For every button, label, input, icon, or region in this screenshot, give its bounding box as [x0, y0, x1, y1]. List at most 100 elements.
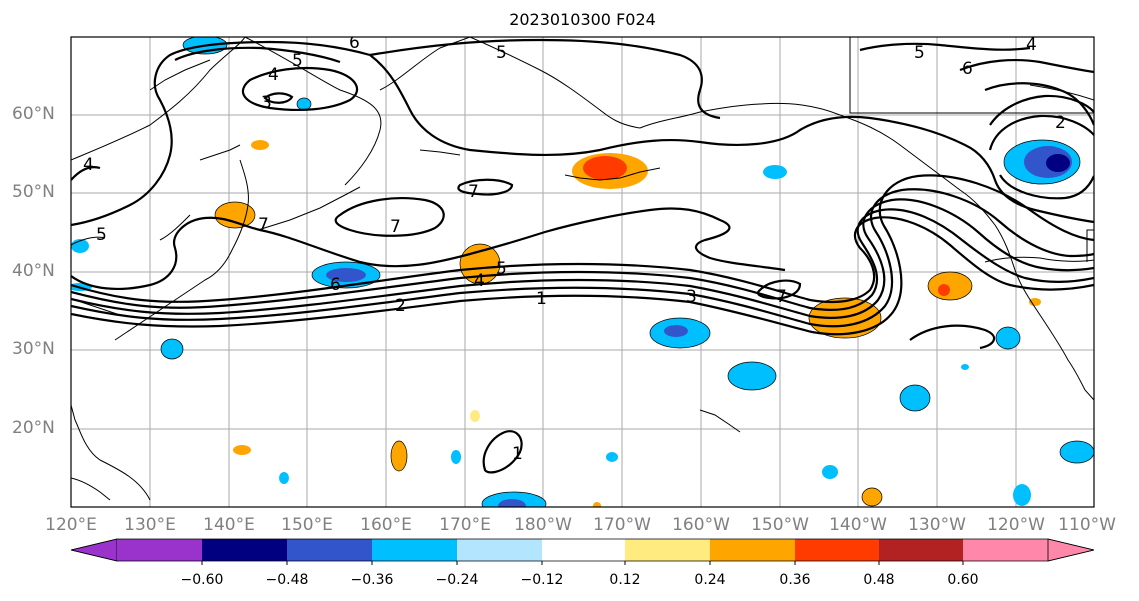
contour-label: 6 [962, 59, 973, 79]
positive-anomaly-area [938, 284, 950, 296]
contour-lines [71, 38, 1094, 474]
colorbar-segment [795, 539, 879, 561]
lon-label: 120°W [987, 515, 1045, 535]
lon-label: 140°W [829, 515, 887, 535]
contour-line [909, 324, 996, 350]
contour-label: 5 [292, 51, 303, 71]
negative-anomaly-area [498, 499, 526, 507]
colorbar-segment [202, 539, 287, 561]
contour-line [334, 197, 445, 237]
lon-label: 160°E [360, 515, 412, 535]
positive-anomaly-area [583, 156, 627, 180]
contour-line [71, 207, 786, 290]
negative-anomaly-area [606, 452, 618, 462]
positive-anomaly-area [251, 140, 269, 150]
lon-label: 120°E [45, 515, 97, 535]
colorbar-tick-label: −0.48 [265, 572, 309, 588]
colorbar-segment [457, 539, 542, 561]
lat-label: 40°N [12, 261, 55, 281]
contour-line [369, 38, 721, 120]
shaded-anomaly-areas [71, 37, 1094, 507]
colorbar-tick-label: 0.48 [863, 572, 895, 588]
colorbar-min-extension [70, 538, 118, 562]
contour-line [263, 92, 294, 104]
contour-label: 2 [395, 296, 406, 316]
contour-label: 1 [536, 289, 547, 309]
colorbar [70, 538, 1095, 565]
contour-labels: 6 5 4 3 5 6 4 5 2 4 5 7 7 7 6 2 4 5 1 3 … [83, 33, 1066, 464]
negative-anomaly-area [822, 465, 838, 479]
contour-label: 3 [261, 93, 272, 113]
colorbar-tick-label: −0.24 [435, 572, 479, 588]
negative-anomaly-area [899, 384, 931, 412]
contour-label: 4 [83, 155, 94, 175]
colorbar-segment [879, 539, 963, 561]
contour-label: 3 [686, 287, 697, 307]
contour-line [999, 174, 1094, 200]
lat-label: 50°N [12, 182, 55, 202]
positive-anomaly-area [233, 445, 251, 455]
colorbar-tick-label: −0.60 [180, 572, 224, 588]
contour-label: 6 [349, 33, 360, 53]
contour-line [859, 42, 1031, 52]
negative-anomaly-area [279, 472, 289, 484]
contour-line [242, 66, 358, 112]
colorbar-tick-label: −0.36 [350, 572, 394, 588]
contour-line [756, 279, 802, 300]
contour-line [174, 46, 341, 64]
lon-label: 160°W [672, 515, 730, 535]
map-title: 2023010300 F024 [509, 10, 656, 29]
contour-line [482, 430, 523, 474]
contour-label: 7 [390, 217, 401, 237]
coastlines [71, 37, 1094, 501]
negative-anomaly-area [451, 450, 461, 464]
negative-anomaly-area [664, 325, 688, 337]
contour-label: 5 [96, 225, 107, 245]
contour-label: 7 [258, 215, 269, 235]
contour-label: 5 [914, 43, 925, 63]
negative-anomaly-area [160, 338, 184, 360]
lon-label: 150°W [751, 515, 809, 535]
contour-label: 4 [1026, 35, 1037, 55]
positive-anomaly-area [593, 502, 601, 507]
colorbar-outline [70, 538, 1095, 562]
contour-line [959, 58, 1094, 74]
contour-line [71, 40, 371, 227]
colorbar-segment [963, 539, 1048, 561]
contour-label: 4 [474, 271, 485, 291]
colorbar-tick-label: 0.60 [947, 572, 979, 588]
contour-label: 6 [330, 275, 341, 295]
colorbar-segment [625, 539, 710, 561]
positive-anomaly-area [1029, 298, 1041, 306]
lon-label: 110°W [1058, 515, 1116, 535]
lat-label: 30°N [12, 339, 55, 359]
positive-anomaly-area [390, 440, 408, 472]
colorbar-segment [372, 539, 457, 561]
colorbar-segment [542, 539, 625, 561]
contour-line [989, 94, 1094, 126]
negative-anomaly-area [995, 326, 1021, 350]
negative-anomaly-area [961, 364, 969, 370]
contour-label: 1 [512, 444, 523, 464]
negative-anomaly-area [326, 268, 366, 282]
lat-label: 60°N [12, 104, 55, 124]
positive-anomaly-area [808, 297, 882, 339]
contour-line [369, 54, 1094, 224]
positive-anomaly-area [861, 487, 883, 507]
colorbar-max-extension [1047, 538, 1095, 562]
negative-anomaly-area [296, 97, 312, 111]
positive-anomaly-area [927, 271, 973, 301]
contour-label: 7 [776, 287, 787, 307]
contour-label: 2 [1055, 113, 1066, 133]
negative-anomaly-area [1013, 484, 1031, 506]
lon-label: 170°E [439, 515, 491, 535]
map-gridlines [71, 37, 1094, 507]
colorbar-segment [287, 539, 372, 561]
negative-anomaly-area [1046, 154, 1070, 172]
colorbar-segment [117, 539, 202, 561]
lon-label: 150°E [281, 515, 333, 535]
map-frame [70, 36, 1095, 508]
contour-label: 5 [496, 259, 507, 279]
positive-anomaly-area [470, 410, 480, 422]
